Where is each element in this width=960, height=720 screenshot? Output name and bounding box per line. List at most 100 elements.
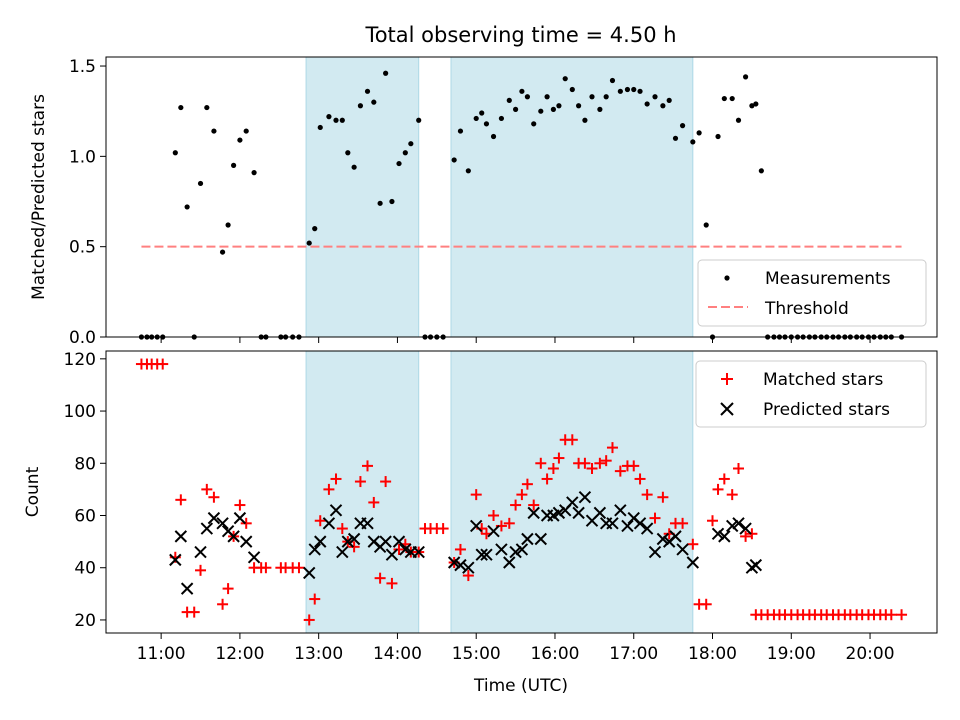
top-y-tick-label: 0.5 xyxy=(69,238,96,258)
matched-star-point xyxy=(217,598,229,610)
predicted-mark-b xyxy=(239,535,253,548)
bottom-y-tick-label: 120 xyxy=(64,350,96,370)
legend-measurements-marker xyxy=(724,275,730,281)
measurement-point xyxy=(326,114,332,120)
predicted-mark-b xyxy=(521,532,534,546)
measurement-point xyxy=(603,94,609,100)
predicted-star-point xyxy=(669,530,682,543)
measurement-point xyxy=(721,95,727,102)
predicted-mark-b xyxy=(412,545,425,559)
bottom-legend-box xyxy=(695,360,927,428)
matched-star-point xyxy=(293,562,305,574)
matched-star-point xyxy=(628,460,640,472)
predicted-mark-b xyxy=(227,530,240,543)
top-y-tick-label: 1.5 xyxy=(69,57,96,77)
measurement-point xyxy=(389,198,395,205)
x-tick-label: 16:00 xyxy=(530,644,579,664)
predicted-mark-b xyxy=(578,491,592,504)
predicted-mark-b xyxy=(669,530,682,543)
predicted-star-point xyxy=(739,522,752,535)
measurement-point xyxy=(473,115,479,122)
predicted-mark-b xyxy=(385,548,399,561)
matched-star-point xyxy=(579,457,591,469)
measurement-point xyxy=(617,88,623,94)
matched-star-point xyxy=(521,478,533,490)
matched-star-point xyxy=(712,483,724,495)
predicted-star-point xyxy=(621,519,634,533)
predicted-mark-b xyxy=(233,511,247,525)
predicted-mark-b xyxy=(470,519,483,533)
predicted-star-point xyxy=(379,535,392,548)
top-axes-frame xyxy=(105,56,938,338)
top-axes: 0.0 0.5 1.0 1.5 xyxy=(69,56,938,348)
predicted-star-point xyxy=(572,506,585,520)
matched-star-point xyxy=(614,465,626,477)
predicted-mark-b xyxy=(322,517,336,530)
measurement-point xyxy=(562,76,568,82)
predicted-star-point xyxy=(640,522,654,535)
predicted-star-point xyxy=(648,545,662,559)
predicted-mark-b xyxy=(593,506,607,520)
x-tick-label: 19:00 xyxy=(767,644,816,664)
measurement-point xyxy=(672,135,679,141)
predicted-mark-b xyxy=(347,532,361,546)
matched-star-point xyxy=(687,538,699,550)
matched-star-point xyxy=(309,593,321,605)
predicted-star-point xyxy=(676,543,689,556)
measurement-point xyxy=(652,94,658,100)
measurement-point xyxy=(306,240,312,246)
matched-star-point xyxy=(201,483,213,495)
matched-star-point xyxy=(547,463,559,474)
predicted-mark-b xyxy=(509,545,522,559)
predicted-mark-b xyxy=(169,553,182,567)
matched-star-point xyxy=(606,442,618,454)
predicted-star-point xyxy=(475,548,488,561)
predicted-star-point xyxy=(180,582,194,595)
bottom-legend: Matched stars Predicted stars xyxy=(695,360,927,428)
predicted-mark-b xyxy=(303,566,316,580)
matched-star-point xyxy=(535,457,547,469)
matched-star-point xyxy=(175,494,187,506)
predicted-mark-b xyxy=(462,561,475,574)
predicted-star-point xyxy=(711,527,725,540)
matched-star-point xyxy=(677,517,689,529)
predicted-mark-b xyxy=(180,582,194,595)
predicted-star-point xyxy=(322,517,336,530)
measurement-point xyxy=(172,150,178,156)
measurement-point xyxy=(377,200,383,206)
measurement-point xyxy=(531,121,537,127)
legend-measurements-label: Measurements xyxy=(765,269,891,289)
predicted-star-point xyxy=(495,543,508,556)
top-y-tick-label: 1.0 xyxy=(69,147,96,167)
matched-star-point xyxy=(733,463,745,474)
matched-star-point xyxy=(260,562,272,574)
matched-star-point xyxy=(634,473,646,485)
predicted-mark-b xyxy=(361,517,374,530)
measurement-point xyxy=(383,70,389,76)
measurement-point xyxy=(345,150,351,156)
measurement-point xyxy=(483,121,490,127)
predicted-mark-b xyxy=(216,517,229,530)
predicted-mark-b xyxy=(534,532,548,546)
x-tick-label: 11:00 xyxy=(137,644,186,664)
measurement-point xyxy=(524,94,531,100)
predicted-mark-b xyxy=(200,522,214,535)
x-tick-label: 15:00 xyxy=(452,644,501,664)
measurement-point xyxy=(679,123,686,129)
measurement-point xyxy=(576,103,582,109)
measurement-point xyxy=(696,130,702,136)
bottom-y-axis-label: Count xyxy=(23,466,43,517)
predicted-mark-b xyxy=(621,519,634,533)
predicted-star-point xyxy=(521,532,534,546)
measurement-point xyxy=(251,170,257,176)
measurement-point xyxy=(231,162,237,168)
matched-star-point xyxy=(470,489,482,501)
predicted-star-point xyxy=(614,504,627,517)
predicted-star-point xyxy=(329,504,343,517)
measurement-point xyxy=(457,128,464,134)
predicted-star-point xyxy=(515,543,529,556)
predicted-mark-b xyxy=(640,522,654,535)
predicted-star-point xyxy=(233,511,247,525)
predicted-mark-b xyxy=(308,543,321,556)
measurement-point xyxy=(556,103,562,109)
